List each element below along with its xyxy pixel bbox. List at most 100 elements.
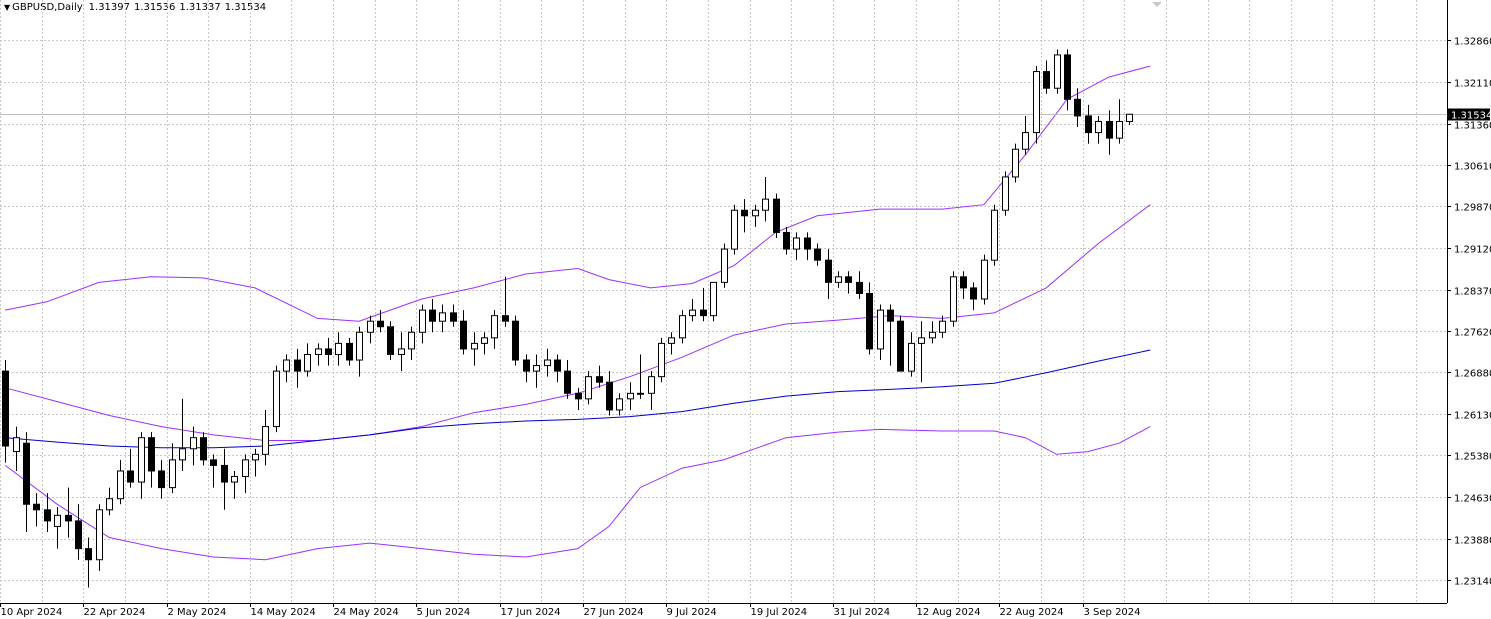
candle[interactable] xyxy=(377,310,384,333)
candle[interactable] xyxy=(346,337,353,366)
candle[interactable] xyxy=(762,176,769,222)
candle[interactable] xyxy=(1012,143,1019,183)
candle[interactable] xyxy=(471,332,478,366)
candle[interactable] xyxy=(85,537,92,588)
candle[interactable] xyxy=(179,398,186,471)
candle[interactable] xyxy=(450,304,457,327)
candle[interactable] xyxy=(648,371,655,410)
candle[interactable] xyxy=(533,354,540,388)
candle[interactable] xyxy=(481,332,488,355)
candle[interactable] xyxy=(1106,110,1113,155)
candle[interactable] xyxy=(585,371,592,405)
candle[interactable] xyxy=(866,282,873,355)
candle[interactable] xyxy=(325,337,332,366)
candle[interactable] xyxy=(252,448,259,477)
candle[interactable] xyxy=(877,304,884,361)
candle[interactable] xyxy=(835,271,842,288)
candle[interactable] xyxy=(158,459,165,499)
candle[interactable] xyxy=(231,470,238,499)
candle[interactable] xyxy=(262,409,269,466)
candle[interactable] xyxy=(523,354,530,383)
candle[interactable] xyxy=(221,448,228,510)
candle[interactable] xyxy=(335,332,342,366)
candle[interactable] xyxy=(117,459,124,505)
candle[interactable] xyxy=(741,199,748,233)
candle[interactable] xyxy=(1095,115,1102,144)
candle[interactable] xyxy=(127,448,134,488)
candle[interactable] xyxy=(606,371,613,416)
candle[interactable] xyxy=(1054,49,1061,94)
candle[interactable] xyxy=(1126,113,1133,125)
candle[interactable] xyxy=(668,332,675,355)
candle[interactable] xyxy=(804,232,811,261)
candle[interactable] xyxy=(856,271,863,300)
candle[interactable] xyxy=(575,387,582,410)
candle[interactable] xyxy=(991,204,998,266)
candle[interactable] xyxy=(564,360,571,399)
candle[interactable] xyxy=(679,310,686,344)
candle[interactable] xyxy=(23,432,30,532)
candle[interactable] xyxy=(200,432,207,466)
candle[interactable] xyxy=(918,321,925,383)
candle[interactable] xyxy=(616,393,623,416)
candle[interactable] xyxy=(1002,171,1009,216)
candle[interactable] xyxy=(814,243,821,266)
dropdown-triangle-icon[interactable]: ▼ xyxy=(4,3,11,12)
candle[interactable] xyxy=(460,310,467,355)
candle[interactable] xyxy=(554,354,561,383)
candle[interactable] xyxy=(825,249,832,300)
candle[interactable] xyxy=(970,282,977,311)
candle[interactable] xyxy=(1074,88,1081,128)
candle[interactable] xyxy=(210,454,217,488)
candle[interactable] xyxy=(273,365,280,433)
candle[interactable] xyxy=(491,310,498,349)
candle[interactable] xyxy=(897,315,904,372)
candle[interactable] xyxy=(981,254,988,305)
candle[interactable] xyxy=(1085,104,1092,144)
candle[interactable] xyxy=(2,360,9,463)
candle[interactable] xyxy=(1116,99,1123,144)
candle[interactable] xyxy=(75,504,82,560)
candle[interactable] xyxy=(356,326,363,377)
candle[interactable] xyxy=(387,321,394,361)
candle[interactable] xyxy=(96,504,103,571)
shift-marker-icon[interactable] xyxy=(1152,2,1162,7)
candle[interactable] xyxy=(637,354,644,399)
candle[interactable] xyxy=(1033,66,1040,144)
candle[interactable] xyxy=(190,426,197,466)
candle[interactable] xyxy=(658,337,665,383)
candle[interactable] xyxy=(627,382,634,410)
candle[interactable] xyxy=(54,507,61,549)
candle[interactable] xyxy=(106,487,113,516)
candle[interactable] xyxy=(242,454,249,494)
candle[interactable] xyxy=(929,321,936,344)
candle[interactable] xyxy=(1043,60,1050,94)
candle[interactable] xyxy=(887,304,894,366)
candle[interactable] xyxy=(793,232,800,261)
candle[interactable] xyxy=(596,365,603,388)
candle[interactable] xyxy=(419,304,426,344)
candle[interactable] xyxy=(315,343,322,366)
candle[interactable] xyxy=(845,271,852,294)
candle[interactable] xyxy=(398,332,405,372)
candle[interactable] xyxy=(44,493,51,532)
candle[interactable] xyxy=(752,204,759,227)
candle[interactable] xyxy=(33,493,40,527)
candle[interactable] xyxy=(429,299,436,333)
candle[interactable] xyxy=(294,348,301,388)
candle[interactable] xyxy=(13,426,20,471)
candle[interactable] xyxy=(1022,115,1029,155)
candle[interactable] xyxy=(148,432,155,488)
candle[interactable] xyxy=(721,243,728,288)
candle[interactable] xyxy=(908,332,915,377)
candle[interactable] xyxy=(138,432,145,499)
candle[interactable] xyxy=(304,343,311,377)
candle[interactable] xyxy=(367,315,374,344)
candle[interactable] xyxy=(439,304,446,333)
candle[interactable] xyxy=(731,204,738,255)
candle[interactable] xyxy=(783,226,790,255)
candle[interactable] xyxy=(950,271,957,327)
candle[interactable] xyxy=(710,281,717,322)
candle[interactable] xyxy=(939,315,946,338)
candle[interactable] xyxy=(773,193,780,238)
